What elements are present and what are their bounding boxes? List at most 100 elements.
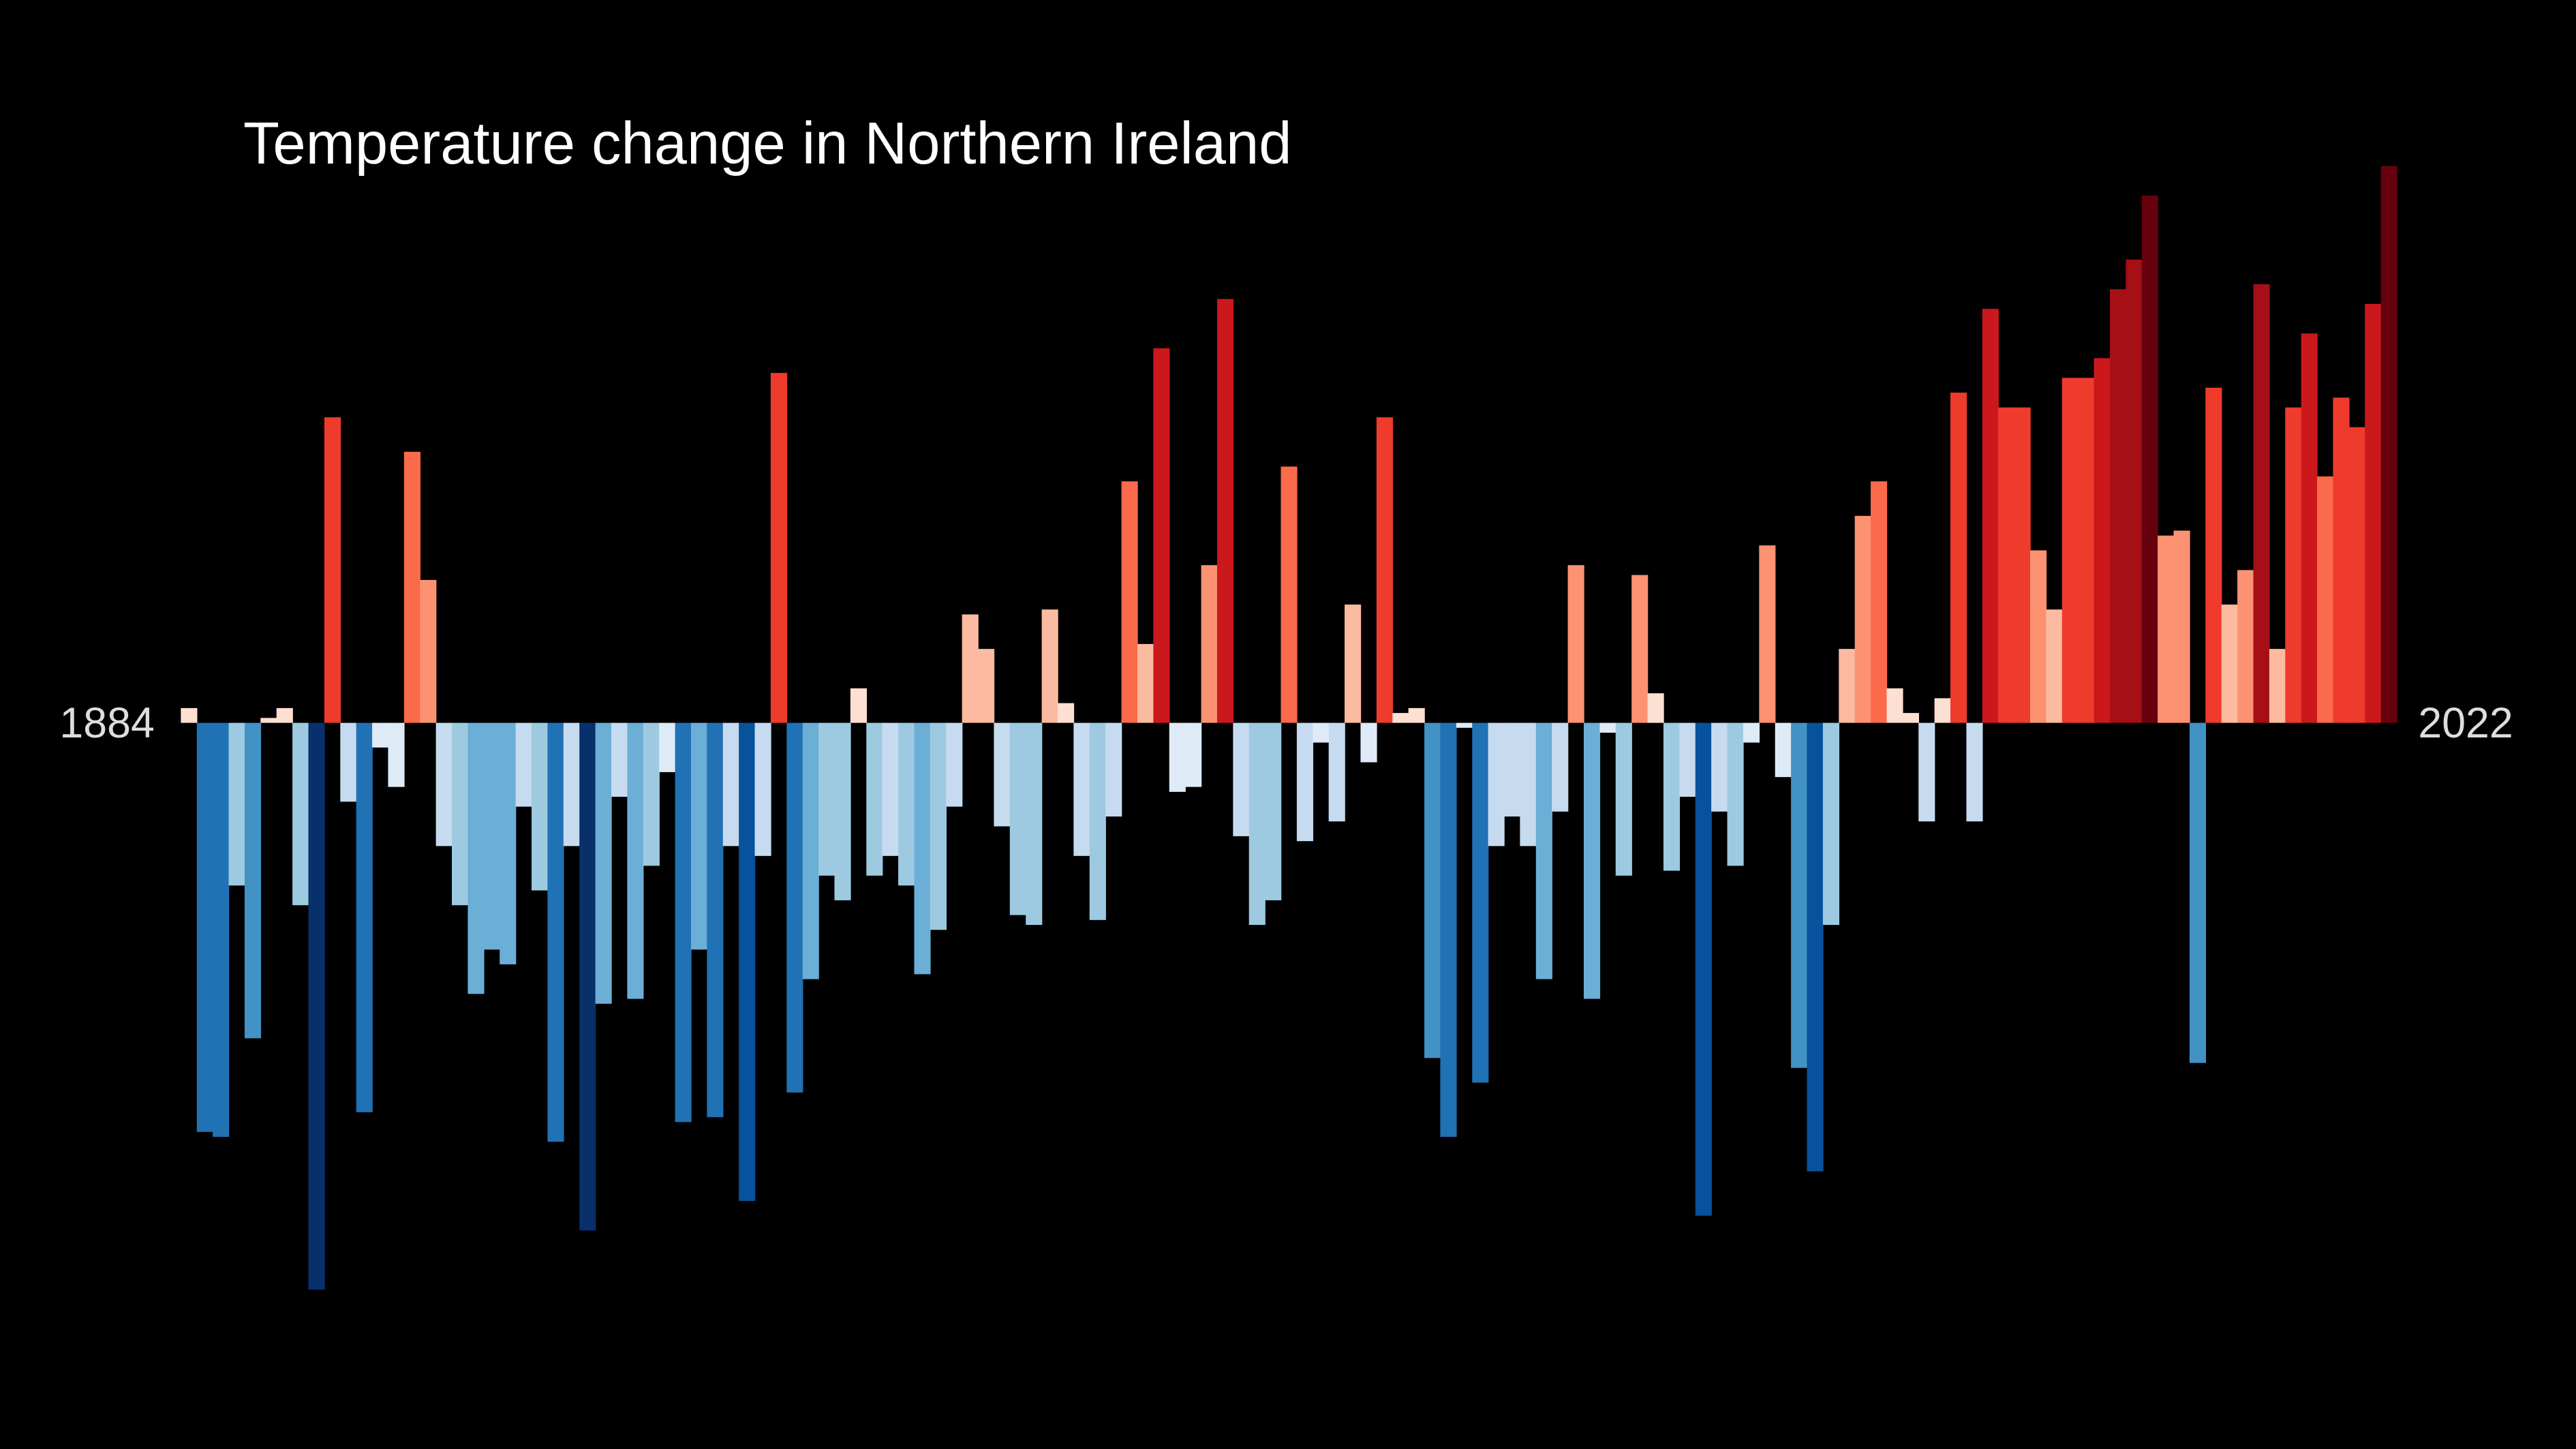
bar	[786, 722, 803, 1093]
bar	[324, 417, 341, 723]
bar	[2029, 550, 2047, 723]
bar	[1201, 565, 1218, 723]
bar	[2221, 605, 2238, 723]
bar	[1966, 722, 1983, 822]
bar	[659, 722, 676, 772]
bar	[483, 722, 500, 950]
bar	[1950, 393, 1967, 723]
bar	[1408, 707, 1425, 723]
bar	[1424, 722, 1441, 1058]
bar	[1456, 722, 1473, 728]
bar	[2205, 387, 2222, 723]
bar	[372, 722, 389, 748]
bar	[1918, 722, 1935, 822]
bar	[2253, 284, 2270, 723]
bar	[1345, 605, 1362, 723]
bar	[403, 451, 420, 723]
bar	[627, 722, 644, 999]
bar	[244, 722, 262, 1039]
bar	[1663, 722, 1681, 871]
bar	[946, 722, 963, 807]
bar	[196, 722, 213, 1132]
bar	[1599, 722, 1616, 733]
bar	[882, 722, 899, 856]
bar	[1137, 643, 1154, 723]
bar	[1552, 722, 1569, 812]
bar	[1695, 722, 1712, 1216]
bar	[340, 722, 357, 802]
bar	[532, 722, 549, 891]
bar	[802, 722, 819, 979]
bar	[1759, 545, 1776, 723]
bar	[595, 722, 612, 1004]
bar	[2173, 530, 2190, 723]
bar	[1089, 722, 1106, 920]
bar	[690, 722, 708, 950]
bar	[1265, 722, 1282, 900]
bar	[2365, 303, 2382, 723]
bar	[2014, 407, 2031, 723]
bar	[1520, 722, 1537, 846]
bar	[2078, 378, 2095, 723]
bar	[452, 722, 469, 906]
bar	[1313, 722, 1330, 743]
bar	[1982, 309, 1999, 723]
bar	[260, 718, 277, 723]
bar	[388, 722, 405, 787]
bar	[1169, 722, 1186, 792]
bar	[2301, 333, 2318, 723]
bar	[308, 722, 325, 1290]
bar	[994, 722, 1011, 827]
bar	[1807, 722, 1824, 1172]
bar	[2126, 259, 2143, 723]
bar	[1153, 348, 1170, 723]
bar	[292, 722, 309, 906]
bar	[1281, 466, 1298, 723]
bar	[1105, 722, 1122, 817]
bar	[1822, 722, 1839, 926]
bar	[435, 722, 453, 846]
bar	[818, 722, 835, 876]
bar	[1871, 481, 1888, 723]
bar	[1647, 693, 1664, 723]
chart-title: Temperature change in Northern Ireland	[243, 110, 1292, 177]
bar	[1488, 722, 1505, 846]
bar	[2348, 427, 2365, 723]
bar	[1026, 722, 1043, 926]
bar	[1121, 481, 1138, 723]
bar	[1233, 722, 1250, 836]
bar	[643, 722, 660, 866]
x-tick-label: 2022	[2418, 699, 2513, 747]
bar	[898, 722, 915, 886]
bar	[2189, 722, 2207, 1063]
bar	[722, 722, 739, 846]
bar	[1775, 722, 1792, 778]
bar	[579, 722, 596, 1231]
bar	[1472, 722, 1489, 1083]
bar	[2061, 378, 2079, 723]
bar	[962, 614, 979, 723]
bar	[1009, 722, 1026, 915]
bar	[1791, 722, 1808, 1068]
bar	[2109, 289, 2127, 723]
bar	[1902, 713, 1919, 723]
bar	[1216, 299, 1234, 723]
bar	[1567, 565, 1584, 723]
bar	[1711, 722, 1728, 812]
bar	[914, 722, 931, 975]
bar	[515, 722, 532, 807]
bar	[228, 722, 245, 886]
bar	[563, 722, 580, 846]
bar	[1934, 698, 1951, 723]
bar	[547, 722, 564, 1142]
bar	[1615, 722, 1632, 876]
bar	[1727, 722, 1744, 866]
bar	[754, 722, 771, 856]
bar	[1360, 722, 1377, 763]
bar	[1743, 722, 1760, 743]
bar	[1058, 703, 1075, 723]
bar	[1041, 609, 1058, 723]
bar	[1185, 722, 1202, 787]
